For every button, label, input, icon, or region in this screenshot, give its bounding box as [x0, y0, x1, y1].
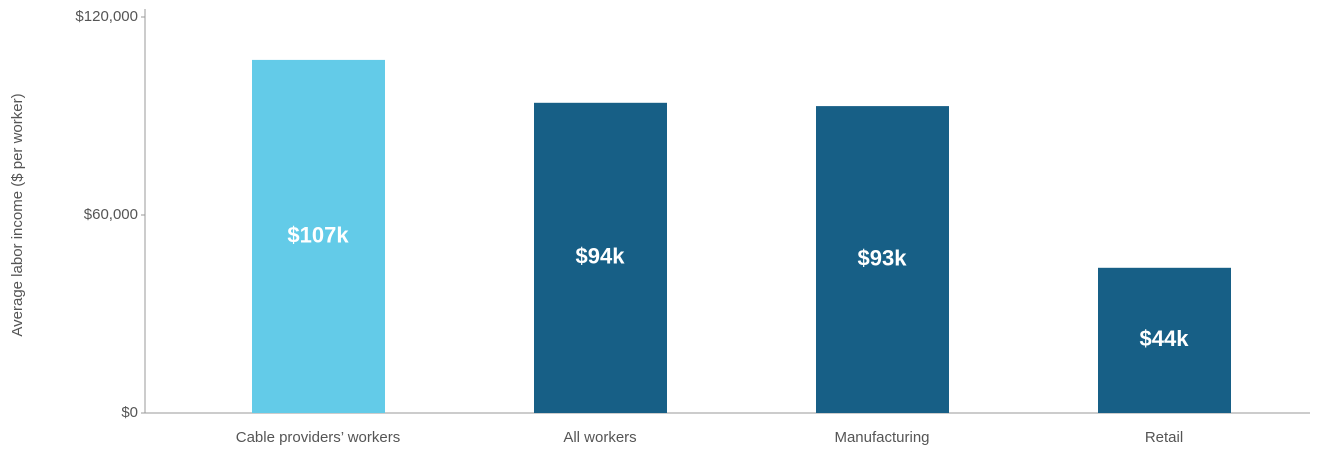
bar: [252, 59, 385, 414]
y-tick-label: $0: [121, 404, 138, 421]
x-tick-label: Manufacturing: [834, 429, 929, 446]
value-label: $94k: [576, 244, 626, 269]
bar: [534, 102, 667, 414]
value-label: $107k: [287, 222, 349, 247]
y-tick-label: $120,000: [75, 8, 138, 25]
y-axis-label: Average labor income ($ per worker): [9, 93, 26, 336]
bar: [1098, 267, 1231, 413]
value-label: $93k: [858, 245, 908, 270]
x-tick-label: Cable providers’ workers: [236, 429, 401, 446]
value-label: $44k: [1140, 326, 1190, 351]
y-tick-label: $60,000: [84, 206, 138, 223]
bar: [816, 106, 949, 413]
x-tick-label: All workers: [563, 429, 636, 446]
x-tick-label: Retail: [1145, 429, 1183, 446]
